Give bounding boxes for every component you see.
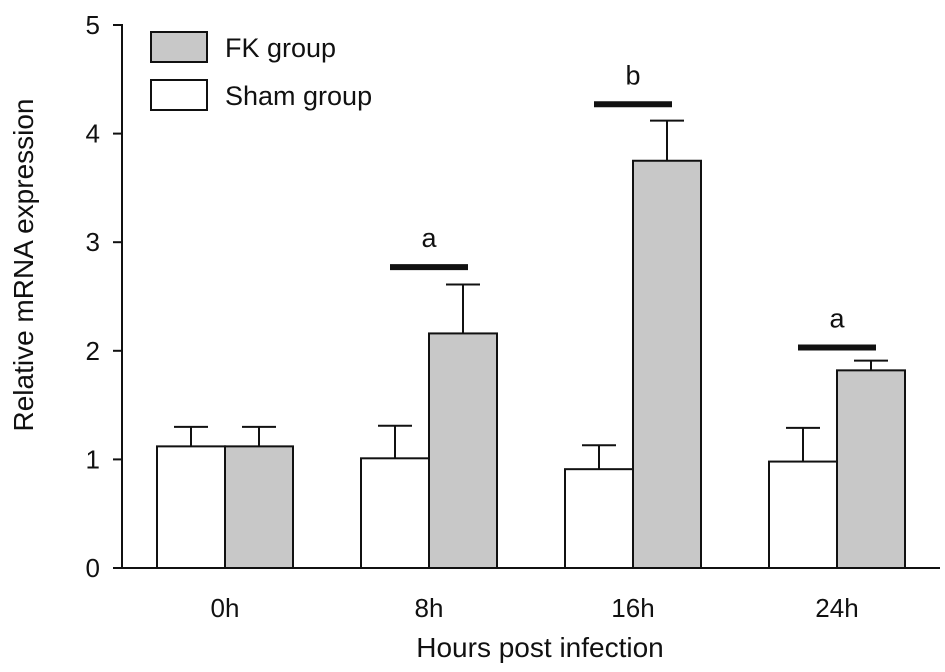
bar-fk-group-8h [428, 332, 498, 570]
legend-label-sham-group: Sham group [225, 81, 372, 111]
y-tick-label-2: 2 [86, 336, 100, 366]
bar-fk-group-24h [836, 369, 906, 569]
x-tick-label-8h: 8h [415, 593, 444, 623]
y-tick-label-5: 5 [86, 10, 100, 40]
axes: 0 1 2 3 4 5 0h 8h 16h 24h [86, 10, 940, 623]
y-tick-label-1: 1 [86, 444, 100, 474]
bar-sham-group-24h [768, 460, 838, 569]
x-tick-label-0h: 0h [211, 593, 240, 623]
error-bars [174, 119, 888, 470]
y-tick-label-4: 4 [86, 119, 100, 149]
legend-swatch-fk-group [150, 31, 208, 63]
legend: FK group Sham group [150, 31, 372, 111]
bar-fk-group-0h [224, 445, 294, 570]
legend-swatch-sham-group [150, 79, 208, 111]
legend-label-fk-group: FK group [225, 33, 336, 63]
y-axis-label: Relative mRNA expression [8, 98, 39, 431]
significance-markers: a b a [390, 60, 876, 351]
significance-label-16h: b [625, 60, 640, 90]
x-axis-label: Hours post infection [416, 632, 663, 663]
bars [156, 159, 906, 570]
x-tick-label-16h: 16h [611, 593, 654, 623]
bar-fk-group-16h [632, 159, 702, 569]
y-tick-label-3: 3 [86, 227, 100, 257]
bar-sham-group-16h [564, 468, 634, 570]
bar-sham-group-0h [156, 445, 226, 570]
significance-label-8h: a [421, 223, 437, 253]
y-tick-label-0: 0 [86, 553, 100, 583]
significance-label-24h: a [829, 304, 845, 334]
bar-sham-group-8h [360, 457, 430, 569]
x-tick-label-24h: 24h [815, 593, 858, 623]
